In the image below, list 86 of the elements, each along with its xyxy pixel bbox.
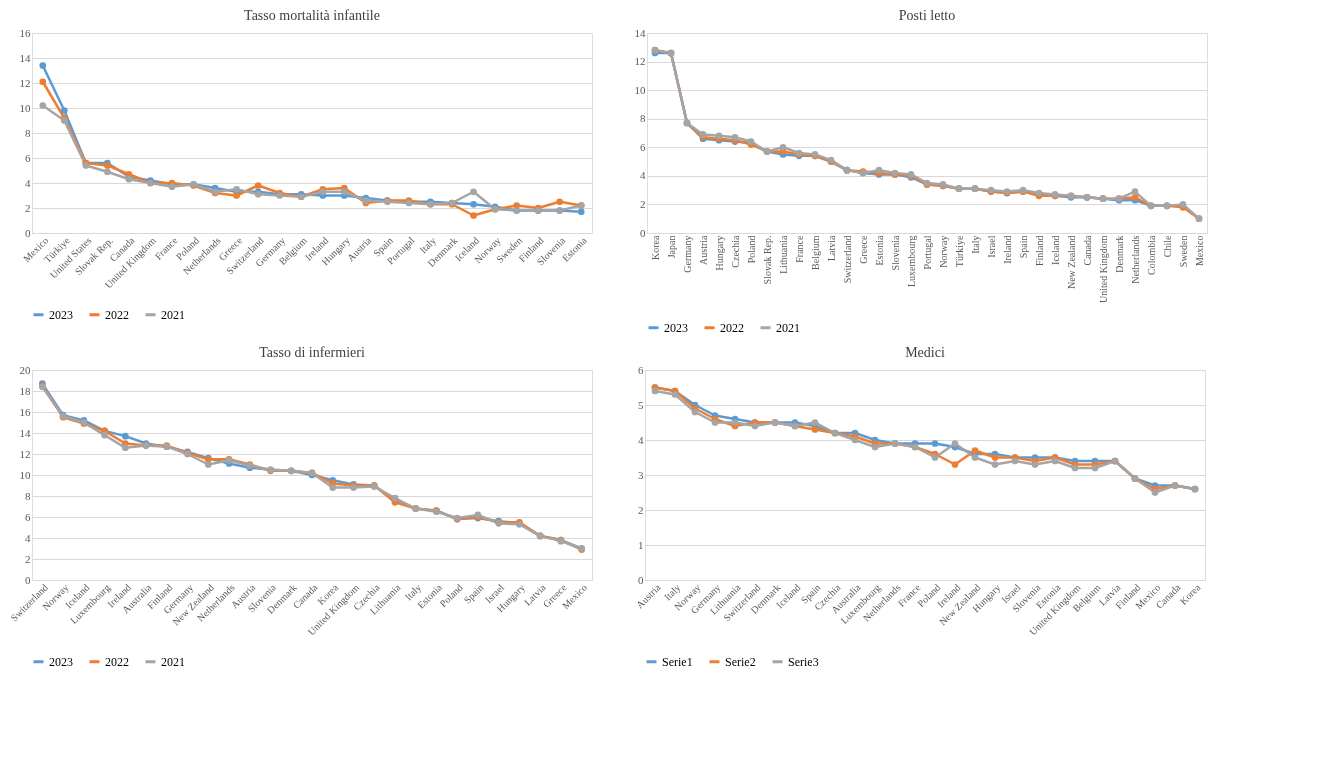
chart-title: Posti letto [898, 8, 956, 23]
x-tick-label: Netherlands [1129, 235, 1141, 284]
y-tick-label: 4 [640, 169, 646, 182]
y-tick-label: 8 [25, 489, 31, 502]
legend-label: 2022 [105, 654, 129, 669]
x-tick-label: Portugal [921, 235, 933, 270]
y-tick-label: 6 [25, 510, 31, 523]
legend-label: Serie3 [788, 654, 819, 669]
x-tick-label: Greece [857, 234, 869, 264]
x-tick-label: Korea [649, 234, 661, 260]
y-tick-label: 0 [638, 573, 644, 586]
x-tick-label: Hungary [713, 235, 725, 271]
x-tick-label: Chile [1161, 234, 1173, 258]
y-tick-label: 14 [634, 26, 646, 39]
legend-label: Serie2 [725, 654, 756, 669]
chart-title: Tasso di infermieri [259, 345, 365, 360]
y-tick-label: 2 [25, 201, 31, 214]
legend-label: 2021 [776, 320, 800, 335]
y-tick-label: 16 [19, 405, 31, 418]
y-tick-label: 14 [19, 51, 31, 64]
x-tick-label: Latvia [825, 234, 837, 262]
x-tick-label: Belgium [809, 235, 821, 270]
y-tick-label: 8 [25, 126, 31, 139]
x-tick-label: New Zealand [1065, 235, 1077, 290]
x-tick-label: Slovak Rep. [761, 235, 773, 285]
y-tick-label: 14 [19, 426, 31, 439]
y-tick-label: 6 [25, 151, 31, 164]
chart-title: Tasso mortalità infantile [244, 8, 380, 23]
y-tick-label: 12 [19, 76, 31, 89]
x-tick-label: Finland [1033, 235, 1045, 267]
x-tick-label: Austria [697, 234, 709, 265]
legend-label: 2021 [161, 307, 185, 322]
legend-label: 2023 [664, 320, 688, 335]
y-tick-label: 0 [25, 573, 31, 586]
x-tick-label: Israel [985, 235, 997, 258]
y-tick-label: 12 [19, 447, 31, 460]
x-tick-label: Sweden [1177, 235, 1189, 268]
legend-label: 2022 [720, 320, 744, 335]
legend-label: Serie1 [662, 654, 693, 669]
y-tick-label: 10 [634, 83, 646, 96]
x-tick-label: Iceland [1049, 235, 1061, 265]
y-tick-label: 4 [25, 531, 31, 544]
y-tick-label: 6 [640, 140, 646, 153]
x-tick-label: Switzerland [841, 235, 853, 284]
legend-label: 2023 [49, 654, 73, 669]
x-tick-label: Germany [681, 235, 693, 273]
x-tick-label: Spain [1017, 235, 1029, 259]
y-tick-label: 2 [638, 503, 644, 516]
y-tick-label: 3 [638, 468, 644, 481]
legend-label: 2021 [161, 654, 185, 669]
x-tick-label: Poland [745, 235, 757, 264]
y-tick-label: 0 [640, 226, 646, 239]
x-tick-label: Mexico [1193, 235, 1205, 267]
y-tick-label: 10 [19, 101, 31, 114]
y-tick-label: 0 [25, 226, 31, 239]
y-tick-label: 4 [25, 176, 31, 189]
x-tick-label: Ireland [1001, 235, 1013, 264]
x-tick-label: Türkiye [953, 234, 965, 268]
x-tick-label: Denmark [1113, 235, 1125, 273]
x-tick-label: Luxembourg [905, 235, 917, 287]
y-tick-label: 1 [638, 538, 644, 551]
y-tick-label: 2 [640, 197, 646, 210]
y-tick-label: 18 [19, 384, 31, 397]
y-tick-label: 6 [638, 363, 644, 376]
x-tick-label: France [793, 234, 805, 263]
y-tick-label: 4 [638, 433, 644, 446]
y-tick-label: 10 [19, 468, 31, 481]
y-tick-label: 2 [25, 552, 31, 565]
x-tick-label: Japan [665, 235, 677, 259]
y-tick-label: 16 [19, 26, 31, 39]
y-tick-label: 12 [634, 55, 646, 68]
y-tick-label: 20 [19, 363, 31, 376]
x-tick-label: Slovenia [889, 234, 901, 271]
x-tick-label: Canada [1081, 234, 1093, 266]
x-tick-label: Italy [969, 235, 981, 254]
y-tick-label: 5 [638, 398, 644, 411]
x-tick-label: Norway [937, 235, 949, 268]
x-tick-label: Lithuania [777, 234, 789, 274]
legend-label: 2023 [49, 307, 73, 322]
chart-title: Medici [905, 345, 945, 360]
x-tick-label: Czechia [729, 234, 741, 268]
legend-label: 2022 [105, 307, 129, 322]
x-tick-label: Colombia [1145, 234, 1157, 275]
x-tick-label: United Kingdom [1097, 235, 1109, 303]
x-tick-label: Estonia [873, 234, 885, 266]
y-tick-label: 8 [640, 112, 646, 125]
